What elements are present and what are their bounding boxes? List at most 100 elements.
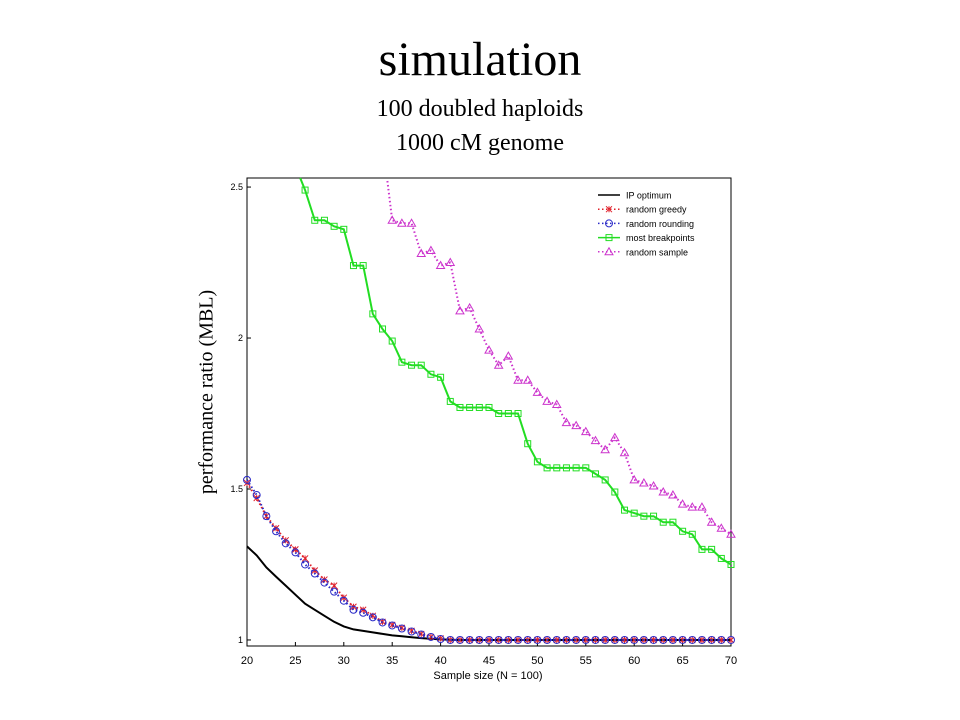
legend-label: random sample [626,247,688,257]
data-point [619,447,630,457]
data-point [427,370,435,378]
data-point [532,387,543,396]
data-point [698,636,706,644]
data-point [611,488,619,496]
data-point [648,480,659,490]
data-point [629,474,640,484]
data-point [717,635,726,644]
data-point [677,499,688,508]
data-point [398,358,406,366]
data-point [609,432,620,442]
data-point [445,257,456,267]
data-point [678,635,687,644]
data-point [397,624,406,633]
legend-marker [605,219,613,228]
data-point [426,245,436,254]
data-point [601,476,609,484]
data-point [561,417,572,427]
data-point [688,530,696,538]
data-point [485,403,493,411]
data-point [416,248,427,257]
data-point [475,403,483,411]
x-tick-label: 65 [676,655,688,667]
data-point [475,635,484,644]
data-point [552,635,561,644]
data-point [339,596,348,605]
x-tick-label: 45 [483,655,495,667]
data-point [369,310,377,318]
data-point [311,216,319,224]
legend-label: random greedy [626,205,687,215]
data-point [387,215,398,224]
data-point [551,399,562,408]
data-point [243,475,251,484]
y-tick-label: 1.5 [230,484,243,494]
data-point [340,225,348,233]
series-line-ip-optimum [246,545,731,641]
data-point [320,216,328,224]
x-axis-label: Sample size (N = 100) [433,670,542,682]
data-point [446,636,454,644]
data-point [504,635,513,644]
data-point [379,325,387,333]
y-tick-label: 2.5 [230,182,243,192]
data-point [553,464,561,472]
series-layer [243,177,736,644]
data-point [301,560,310,569]
data-point [668,490,678,499]
legend-item-random-rounding: random rounding [598,219,694,229]
data-point [582,636,590,644]
data-point [368,613,377,622]
data-point [716,523,727,532]
data-point [485,635,493,644]
series-line-random-greedy [246,482,731,641]
series-ip-optimum [246,545,731,641]
data-point [484,345,494,354]
x-tick-label: 35 [386,655,398,667]
data-point [456,403,464,411]
legend-label: random rounding [626,219,694,229]
data-point [464,302,475,312]
series-line-random-sample [386,180,732,536]
data-point [417,630,426,639]
legend-item-random-greedy: random greedy [598,205,687,215]
data-point [494,635,503,644]
data-point [708,545,716,553]
data-point [698,545,706,553]
data-point [493,360,504,369]
data-point [590,435,601,445]
data-point [533,458,541,466]
legend: IP optimum random greedy random rounding mo… [598,191,695,257]
legend-item-random-sample: random sample [598,246,688,257]
data-point [562,635,571,644]
data-point [505,636,512,644]
data-point [495,410,503,418]
slide-title: simulation [378,33,582,86]
data-point [514,410,522,418]
legend-item-ip-optimum: IP optimum [598,191,671,201]
data-point [330,222,338,230]
series-line-random-rounding [246,479,731,641]
data-point [533,635,542,644]
data-point [485,636,493,644]
x-tick-label: 70 [725,655,737,667]
data-point [620,635,629,644]
data-point [640,512,648,520]
data-point [669,636,677,644]
data-point [437,373,445,381]
data-point [427,633,435,641]
data-point [553,636,561,644]
series-most-breakpoints [299,177,735,568]
y-tick-label: 1 [238,635,243,645]
data-point [523,635,532,644]
legend-marker [604,246,614,256]
data-point [465,635,474,644]
y-tick-label: 2 [238,333,243,343]
data-point [417,361,425,369]
data-point [630,509,638,517]
series-random-rounding [243,475,735,644]
data-point [649,635,658,644]
data-point [542,396,552,405]
data-point [726,529,736,538]
x-tick-label: 50 [531,655,543,667]
